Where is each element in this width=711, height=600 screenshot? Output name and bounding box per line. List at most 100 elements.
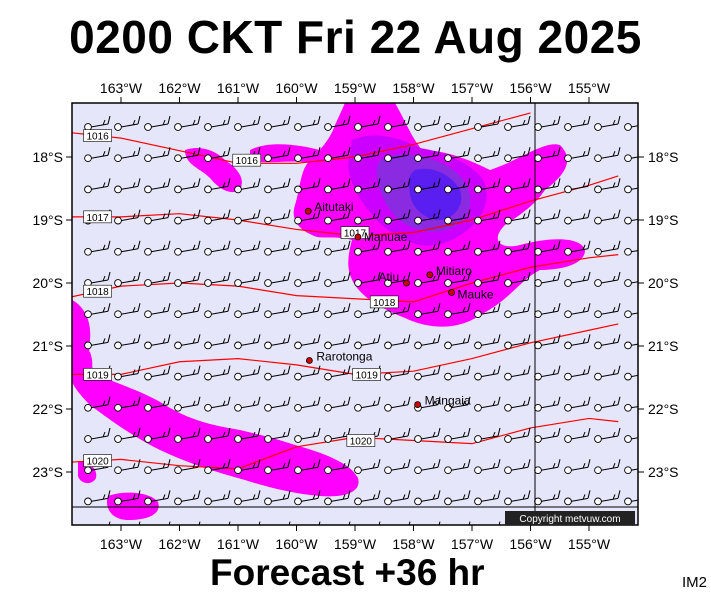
wind-barb-feather bbox=[402, 151, 406, 157]
wind-barb-shaft bbox=[150, 497, 169, 502]
wind-barb-shaft bbox=[120, 310, 139, 315]
wind-barb-shaft bbox=[150, 310, 169, 315]
wind-barb-station bbox=[535, 529, 542, 536]
wind-barb-feather bbox=[462, 463, 466, 469]
wind-barb-feather bbox=[162, 338, 166, 344]
wind-barb-feather bbox=[253, 526, 255, 531]
wind-barb-station bbox=[294, 466, 302, 475]
wind-barb-station bbox=[594, 372, 602, 381]
wind-barb-feather bbox=[102, 119, 106, 126]
wind-barb-feather bbox=[282, 182, 286, 188]
wind-barb-station bbox=[324, 466, 332, 475]
wind-barb-feather bbox=[407, 334, 411, 343]
wind-barb-station bbox=[414, 247, 422, 256]
wind-barb-station bbox=[534, 247, 542, 256]
wind-barb-shaft bbox=[150, 435, 169, 440]
wind-barb-feather bbox=[643, 526, 645, 531]
wind-barb-shaft bbox=[210, 185, 229, 190]
wind-barb-station bbox=[414, 341, 422, 350]
wind-barb-station bbox=[114, 372, 122, 381]
wind-barb-feather bbox=[582, 369, 586, 375]
wind-barb-feather bbox=[342, 244, 346, 250]
wind-barb-feather bbox=[167, 490, 171, 499]
wind-barb-feather bbox=[557, 396, 561, 405]
wind-barb-shaft bbox=[240, 404, 259, 409]
wind-barb-feather bbox=[282, 431, 286, 438]
wind-barb-feather bbox=[192, 307, 196, 313]
wind-barb-feather bbox=[162, 463, 166, 469]
wind-barb-shaft bbox=[631, 530, 648, 533]
wind-barb-station bbox=[414, 123, 422, 131]
wind-barb-station bbox=[594, 247, 602, 256]
wind-barb-feather bbox=[377, 490, 381, 499]
wind-barb-feather bbox=[312, 275, 316, 282]
wind-barb-shaft bbox=[630, 468, 638, 471]
wind-barb-feather bbox=[377, 459, 381, 468]
wind-barb-feather bbox=[557, 334, 561, 343]
wind-barb-station bbox=[114, 310, 122, 319]
wind-barb-shaft bbox=[600, 123, 619, 128]
wind-barb-feather bbox=[617, 240, 621, 249]
wind-barb-feather bbox=[462, 307, 466, 313]
wind-barb-feather bbox=[522, 338, 526, 344]
wind-barb-feather bbox=[317, 240, 321, 249]
wind-barb-station bbox=[264, 497, 272, 506]
wind-barb-feather bbox=[223, 526, 225, 531]
wind-barb-feather bbox=[132, 431, 136, 438]
wind-barb-shaft bbox=[180, 373, 199, 378]
wind-barb-shaft bbox=[510, 217, 529, 222]
wind-barb-shaft bbox=[630, 281, 638, 284]
wind-barb-shaft bbox=[90, 497, 109, 502]
wind-barb-station bbox=[474, 123, 482, 131]
wind-barb-station bbox=[504, 279, 512, 287]
wind-barb-feather bbox=[552, 213, 556, 219]
wind-barb-feather bbox=[197, 209, 201, 218]
wind-barb-feather bbox=[522, 119, 526, 126]
wind-barb-feather bbox=[372, 400, 376, 406]
wind-barb-feather bbox=[612, 494, 616, 500]
wind-barb-shaft bbox=[450, 466, 469, 471]
wind-barb-shaft bbox=[300, 185, 319, 190]
wind-barb-feather bbox=[552, 431, 556, 438]
wind-barb-shaft bbox=[150, 341, 169, 346]
wind-barb-feather bbox=[137, 427, 141, 437]
wind-barb-feather bbox=[432, 244, 436, 250]
wind-barb-feather bbox=[102, 431, 106, 438]
wind-barb-feather bbox=[377, 115, 381, 125]
wind-barb-station bbox=[144, 403, 152, 412]
wind-barb-shaft bbox=[180, 497, 199, 502]
wind-barb-station bbox=[444, 341, 452, 350]
wind-barb-feather bbox=[587, 303, 591, 312]
wind-barb-feather bbox=[582, 338, 586, 344]
wind-barb-feather bbox=[552, 244, 556, 250]
wind-barb-feather bbox=[252, 244, 256, 250]
wind-barb-feather bbox=[552, 182, 556, 188]
wind-barb-feather bbox=[162, 494, 166, 500]
wind-barb-shaft bbox=[360, 185, 379, 190]
wind-barb-feather bbox=[107, 147, 111, 156]
wind-barb-feather bbox=[432, 338, 436, 344]
wind-barb-shaft bbox=[390, 154, 409, 159]
wind-barb-feather bbox=[167, 209, 171, 218]
wind-barb-feather bbox=[137, 396, 141, 405]
wind-barb-shaft bbox=[480, 341, 499, 346]
wind-barb-station bbox=[204, 403, 212, 412]
wind-barb-station bbox=[144, 435, 152, 443]
wind-barb-feather bbox=[347, 240, 351, 249]
wind-barb-shaft bbox=[150, 248, 169, 253]
wind-barb-feather bbox=[227, 459, 231, 468]
wind-barb-feather bbox=[527, 115, 531, 125]
wind-barb-feather bbox=[582, 182, 586, 188]
wind-barb-feather bbox=[193, 526, 195, 531]
wind-barb-feather bbox=[342, 182, 346, 188]
wind-barb-station bbox=[594, 466, 602, 475]
wind-barb-feather bbox=[527, 427, 531, 437]
wind-barb-feather bbox=[312, 431, 316, 438]
wind-barb-shaft bbox=[270, 373, 289, 378]
lat-label-left: 22°S bbox=[32, 401, 63, 417]
wind-barb-feather bbox=[617, 365, 621, 374]
wind-barb-feather bbox=[282, 463, 286, 469]
wind-barb-station bbox=[445, 529, 452, 536]
wind-barb-station bbox=[504, 123, 512, 131]
place-marker bbox=[403, 279, 410, 287]
